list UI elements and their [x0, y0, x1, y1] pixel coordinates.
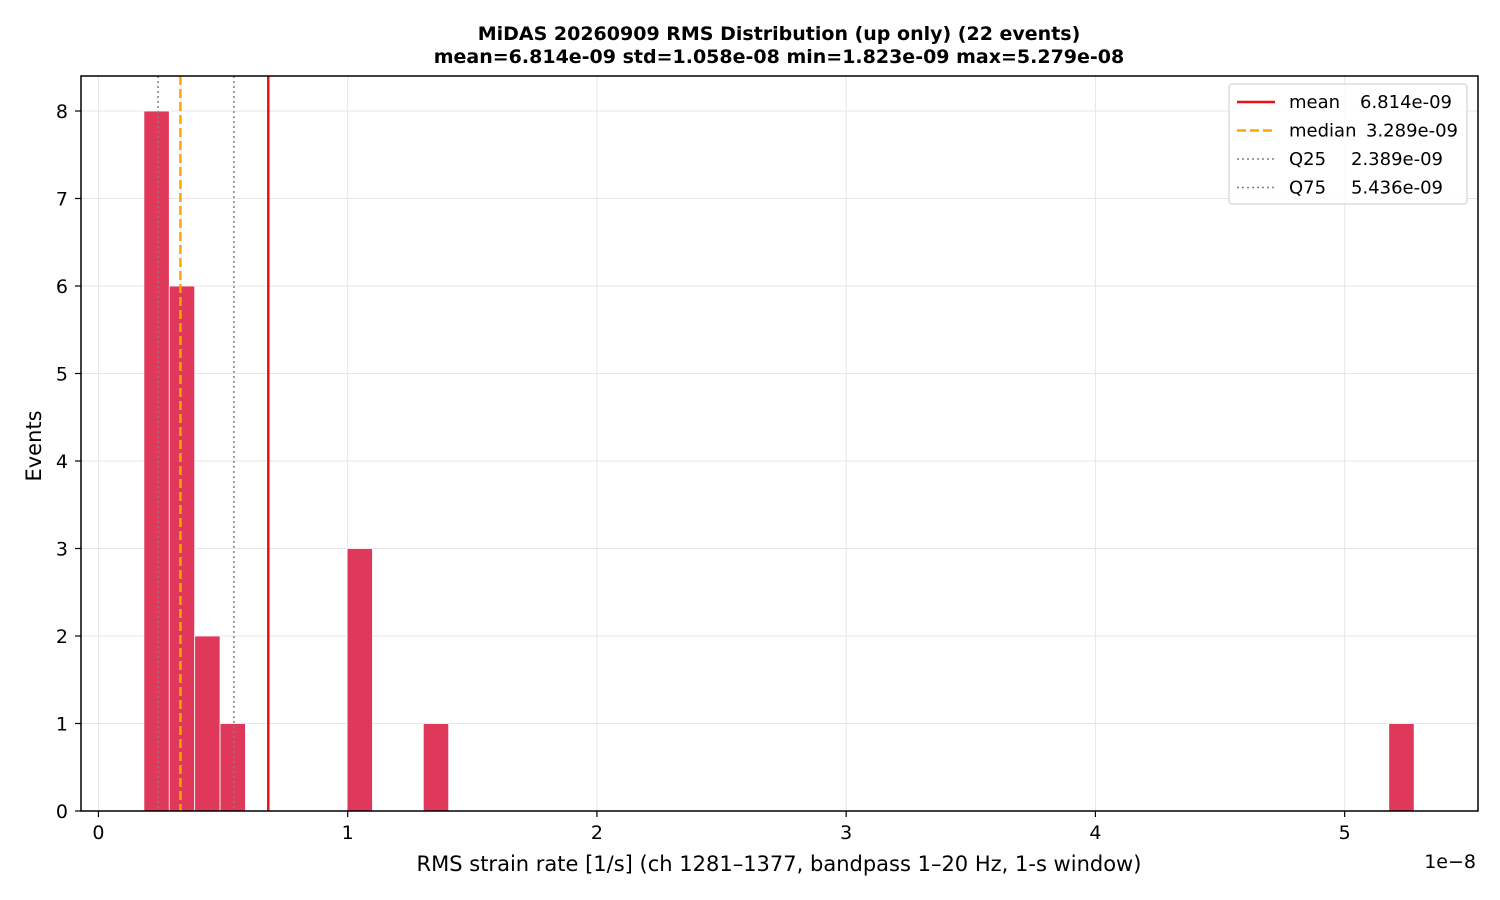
y-tick-label-1: 1	[56, 714, 68, 736]
y-tick-label-8: 8	[56, 101, 68, 123]
histogram-bar-6	[1388, 723, 1415, 812]
legend-value-median: 3.289e-09	[1366, 121, 1458, 142]
histogram-bar-0	[143, 110, 170, 812]
axes-frame	[80, 75, 1479, 812]
x-axis-offset-label: 1e−8	[1424, 851, 1476, 873]
y-tick-label-0: 0	[56, 801, 68, 823]
legend-box	[1228, 83, 1468, 205]
legend-name-q25: Q25	[1289, 149, 1326, 170]
histogram-bar-1	[168, 285, 196, 812]
chart-subtitle: mean=6.814e-09 std=1.058e-08 min=1.823e-…	[434, 46, 1125, 68]
y-tick-label-6: 6	[56, 276, 68, 298]
y-tick-label-3: 3	[56, 539, 68, 561]
x-tick-label-5: 5	[1339, 822, 1351, 844]
legend-name-q75: Q75	[1289, 178, 1326, 199]
legend-value-q25: 2.389e-09	[1351, 149, 1443, 170]
x-axis-ticks: 0 1 2 3 4 5	[92, 811, 1351, 844]
histogram-bar-4	[346, 548, 373, 812]
histogram-bar-2	[194, 635, 221, 812]
y-axis-label: Events	[22, 410, 46, 481]
plot-area: 0 1 2 3 4 5 0 1 2 3 4 5 6 7 8	[56, 75, 1479, 844]
y-tick-label-5: 5	[56, 364, 68, 386]
histogram-bar-3	[219, 723, 246, 812]
x-tick-label-0: 0	[92, 822, 104, 844]
legend-value-q75: 5.436e-09	[1351, 178, 1443, 199]
statistic-lines	[157, 76, 270, 811]
x-tick-label-2: 2	[591, 822, 603, 844]
histogram-bar-5	[422, 723, 450, 812]
x-tick-label-4: 4	[1089, 822, 1101, 844]
grid-lines	[81, 76, 1478, 812]
legend-name-mean: mean	[1289, 92, 1340, 113]
y-tick-label-2: 2	[56, 626, 68, 648]
y-tick-label-4: 4	[56, 451, 68, 473]
legend-value-mean: 6.814e-09	[1360, 92, 1452, 113]
chart-title: MiDAS 20260909 RMS Distribution (up only…	[478, 23, 1081, 45]
histogram-bars	[143, 110, 1415, 812]
y-axis-ticks: 0 1 2 3 4 5 6 7 8	[56, 101, 81, 823]
x-tick-label-3: 3	[840, 822, 852, 844]
x-axis-label: RMS strain rate [1/s] (ch 1281–1377, ban…	[417, 852, 1142, 876]
legend-name-median: median	[1289, 121, 1356, 142]
y-tick-label-7: 7	[56, 189, 68, 211]
x-tick-label-1: 1	[342, 822, 354, 844]
